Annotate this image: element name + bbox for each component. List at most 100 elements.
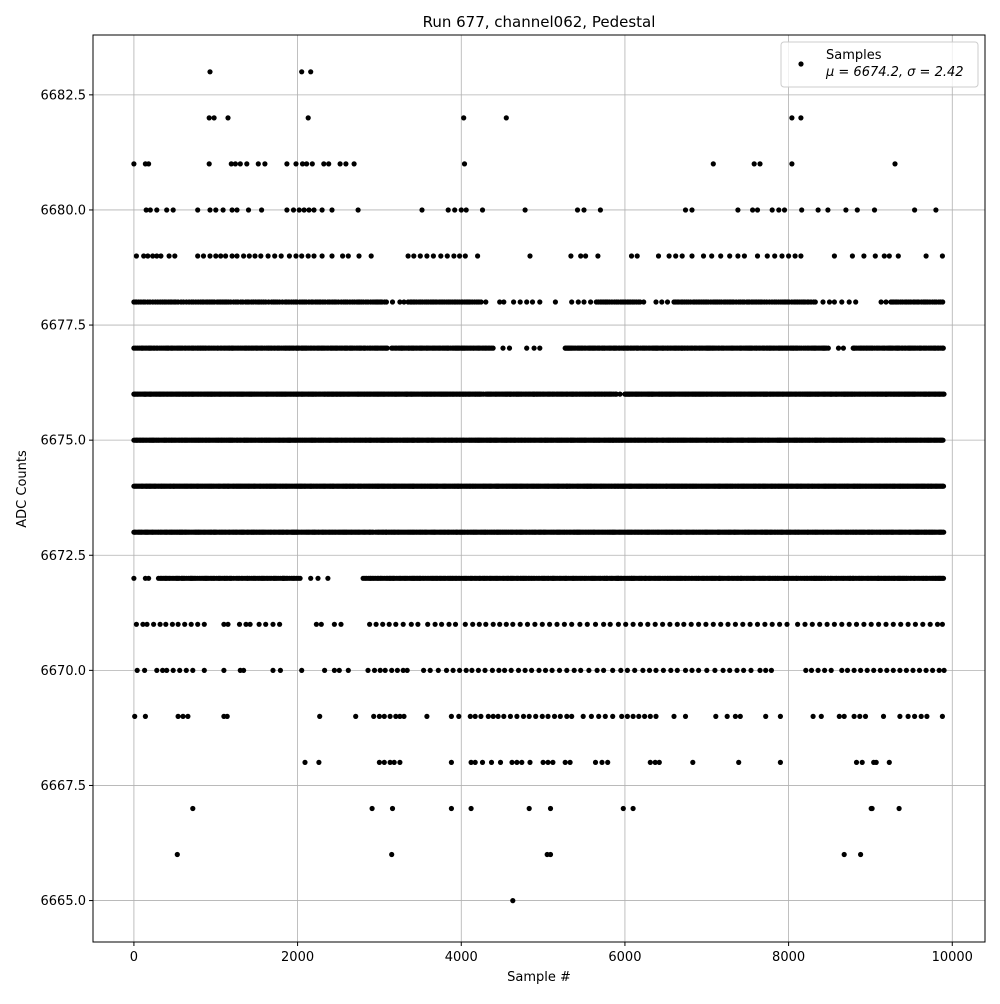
data-point — [832, 622, 837, 627]
data-point — [786, 253, 791, 258]
data-point — [576, 299, 581, 304]
data-point — [826, 346, 831, 351]
data-point — [853, 299, 858, 304]
data-point — [415, 622, 420, 627]
data-point — [941, 484, 946, 489]
data-point — [308, 69, 313, 74]
data-point — [524, 346, 529, 351]
data-point — [836, 346, 841, 351]
data-point — [207, 115, 212, 120]
data-point — [919, 714, 924, 719]
data-point — [635, 253, 640, 258]
data-point — [259, 207, 264, 212]
data-point — [564, 714, 569, 719]
data-point — [195, 622, 200, 627]
data-point — [860, 760, 865, 765]
data-point — [884, 668, 889, 673]
data-point — [689, 668, 694, 673]
data-point — [776, 207, 781, 212]
data-point — [514, 760, 519, 765]
data-point — [532, 346, 537, 351]
data-point — [550, 668, 555, 673]
data-point — [632, 668, 637, 673]
data-point — [482, 668, 487, 673]
data-point — [842, 714, 847, 719]
data-point — [733, 622, 738, 627]
data-point — [459, 207, 464, 212]
data-point — [406, 253, 411, 258]
data-point — [647, 668, 652, 673]
data-point — [473, 714, 478, 719]
data-point — [387, 622, 392, 627]
data-point — [306, 207, 311, 212]
data-point — [367, 622, 372, 627]
data-point — [718, 622, 723, 627]
data-point — [569, 714, 574, 719]
data-point — [569, 622, 574, 627]
data-point — [134, 622, 139, 627]
data-point — [527, 714, 532, 719]
data-point — [132, 714, 137, 719]
data-point — [390, 299, 395, 304]
data-point — [504, 115, 509, 120]
data-point — [852, 668, 857, 673]
data-point — [244, 161, 249, 166]
data-point — [803, 668, 808, 673]
data-point — [145, 253, 150, 258]
data-point — [148, 207, 153, 212]
data-point — [930, 668, 935, 673]
data-point — [825, 622, 830, 627]
data-point — [871, 668, 876, 673]
data-point — [881, 714, 886, 719]
data-point — [858, 668, 863, 673]
data-point — [847, 622, 852, 627]
data-point — [727, 253, 732, 258]
data-point — [182, 622, 187, 627]
data-point — [496, 714, 501, 719]
data-point — [501, 714, 506, 719]
data-point — [346, 668, 351, 673]
data-point — [798, 115, 803, 120]
data-point — [713, 714, 718, 719]
data-point — [449, 806, 454, 811]
data-point — [270, 622, 275, 627]
data-point — [143, 714, 148, 719]
data-point — [906, 622, 911, 627]
data-point — [709, 253, 714, 258]
data-point — [755, 622, 760, 627]
data-point — [262, 161, 267, 166]
data-point — [184, 668, 189, 673]
data-point — [924, 714, 929, 719]
data-point — [887, 253, 892, 258]
data-point — [195, 207, 200, 212]
data-point — [603, 714, 608, 719]
data-point — [898, 622, 903, 627]
data-point — [277, 622, 282, 627]
data-point — [202, 668, 207, 673]
data-point — [195, 253, 200, 258]
data-point — [595, 668, 600, 673]
data-point — [568, 760, 573, 765]
data-point — [638, 299, 643, 304]
data-point — [593, 622, 598, 627]
data-point — [225, 115, 230, 120]
data-point — [891, 668, 896, 673]
data-point — [498, 760, 503, 765]
data-point — [489, 760, 494, 765]
data-point — [298, 576, 303, 581]
data-point — [438, 253, 443, 258]
data-point — [306, 115, 311, 120]
data-point — [382, 760, 387, 765]
data-point — [433, 622, 438, 627]
data-point — [680, 253, 685, 258]
data-point — [516, 668, 521, 673]
data-point — [291, 207, 296, 212]
data-point — [480, 207, 485, 212]
data-point — [817, 622, 822, 627]
data-point — [789, 161, 794, 166]
data-point — [605, 760, 610, 765]
data-point — [527, 760, 532, 765]
data-point — [897, 668, 902, 673]
data-point — [583, 253, 588, 258]
